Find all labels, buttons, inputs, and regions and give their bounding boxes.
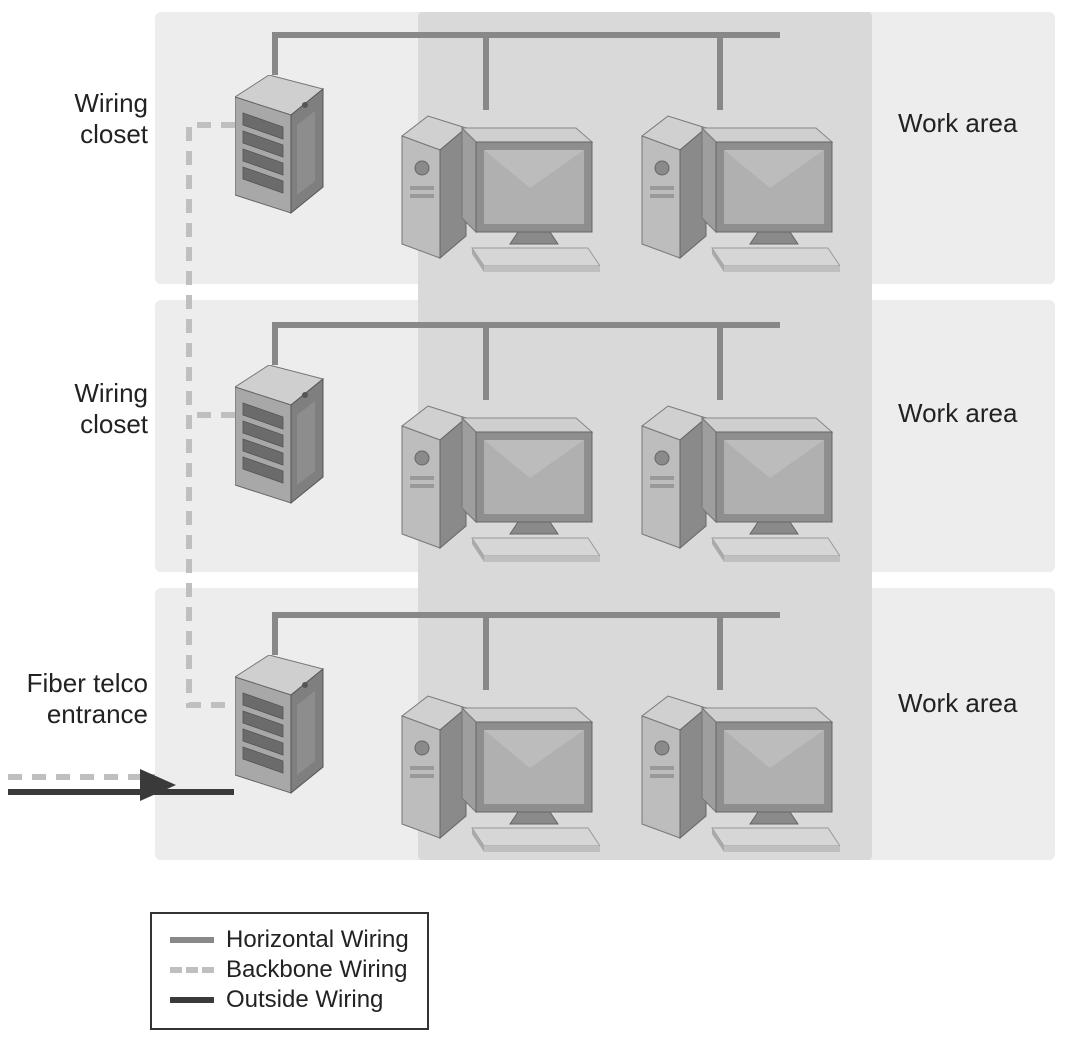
label-wiring-closet-1: Wiring closet <box>3 88 148 150</box>
label-work-area-2: Work area <box>898 398 1017 429</box>
workstation <box>400 398 600 558</box>
workstation <box>640 108 840 268</box>
server-rack-floor1 <box>235 655 325 795</box>
text: Work area <box>898 108 1017 138</box>
workstation <box>400 108 600 268</box>
label-work-area-1: Work area <box>898 108 1017 139</box>
legend-item-backbone: Backbone Wiring <box>170 956 409 984</box>
legend-swatch-icon <box>170 937 214 943</box>
legend-swatch-icon <box>170 967 214 973</box>
legend-item-outside: Outside Wiring <box>170 986 409 1014</box>
workstation <box>400 688 600 848</box>
text: closet <box>80 119 148 149</box>
legend-label: Horizontal Wiring <box>226 926 409 954</box>
text: Wiring <box>74 378 148 408</box>
server-rack-floor2 <box>235 365 325 505</box>
legend-swatch-icon <box>170 997 214 1003</box>
workstation <box>640 398 840 558</box>
legend-label: Backbone Wiring <box>226 956 407 984</box>
text: entrance <box>47 699 148 729</box>
legend: Horizontal Wiring Backbone Wiring Outsid… <box>150 912 429 1030</box>
text: Fiber telco <box>27 668 148 698</box>
label-work-area-3: Work area <box>898 688 1017 719</box>
legend-label: Outside Wiring <box>226 986 383 1014</box>
workstation <box>640 688 840 848</box>
text: Work area <box>898 688 1017 718</box>
text: Work area <box>898 398 1017 428</box>
label-fiber-telco: Fiber telco entrance <box>0 668 148 730</box>
label-wiring-closet-2: Wiring closet <box>3 378 148 440</box>
text: closet <box>80 409 148 439</box>
server-rack-floor3 <box>235 75 325 215</box>
legend-item-horizontal: Horizontal Wiring <box>170 926 409 954</box>
network-wiring-diagram: Wiring closet Wiring closet Fiber telco … <box>0 0 1083 1055</box>
text: Wiring <box>74 88 148 118</box>
